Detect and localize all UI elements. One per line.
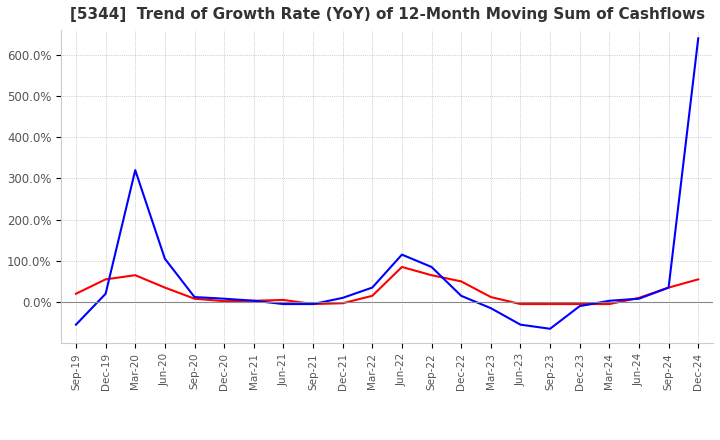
Free Cashflow: [605, 298, 613, 304]
Free Cashflow: [427, 264, 436, 270]
Operating Cashflow: [605, 301, 613, 307]
Operating Cashflow: [72, 291, 81, 297]
Free Cashflow: [338, 295, 347, 301]
Free Cashflow: [249, 298, 258, 304]
Line: Free Cashflow: Free Cashflow: [76, 38, 698, 329]
Free Cashflow: [72, 322, 81, 327]
Operating Cashflow: [427, 272, 436, 278]
Free Cashflow: [634, 296, 643, 301]
Free Cashflow: [279, 301, 288, 307]
Operating Cashflow: [220, 298, 228, 304]
Free Cashflow: [457, 293, 466, 298]
Operating Cashflow: [190, 296, 199, 301]
Operating Cashflow: [546, 301, 554, 307]
Title: [5344]  Trend of Growth Rate (YoY) of 12-Month Moving Sum of Cashflows: [5344] Trend of Growth Rate (YoY) of 12-…: [70, 7, 705, 22]
Free Cashflow: [190, 294, 199, 300]
Free Cashflow: [546, 326, 554, 331]
Free Cashflow: [309, 301, 318, 307]
Operating Cashflow: [161, 285, 169, 290]
Operating Cashflow: [516, 301, 525, 307]
Free Cashflow: [487, 305, 495, 311]
Line: Operating Cashflow: Operating Cashflow: [76, 267, 698, 304]
Free Cashflow: [575, 304, 584, 309]
Operating Cashflow: [309, 301, 318, 307]
Operating Cashflow: [487, 294, 495, 300]
Operating Cashflow: [279, 297, 288, 303]
Free Cashflow: [368, 285, 377, 290]
Free Cashflow: [220, 296, 228, 301]
Operating Cashflow: [665, 285, 673, 290]
Operating Cashflow: [694, 277, 703, 282]
Operating Cashflow: [131, 272, 140, 278]
Operating Cashflow: [338, 301, 347, 306]
Operating Cashflow: [634, 295, 643, 301]
Operating Cashflow: [575, 301, 584, 307]
Operating Cashflow: [102, 277, 110, 282]
Free Cashflow: [516, 322, 525, 327]
Operating Cashflow: [249, 298, 258, 304]
Free Cashflow: [161, 256, 169, 261]
Free Cashflow: [131, 168, 140, 173]
Free Cashflow: [665, 285, 673, 290]
Operating Cashflow: [397, 264, 406, 270]
Free Cashflow: [694, 36, 703, 41]
Operating Cashflow: [368, 293, 377, 298]
Free Cashflow: [397, 252, 406, 257]
Free Cashflow: [102, 291, 110, 297]
Operating Cashflow: [457, 279, 466, 284]
